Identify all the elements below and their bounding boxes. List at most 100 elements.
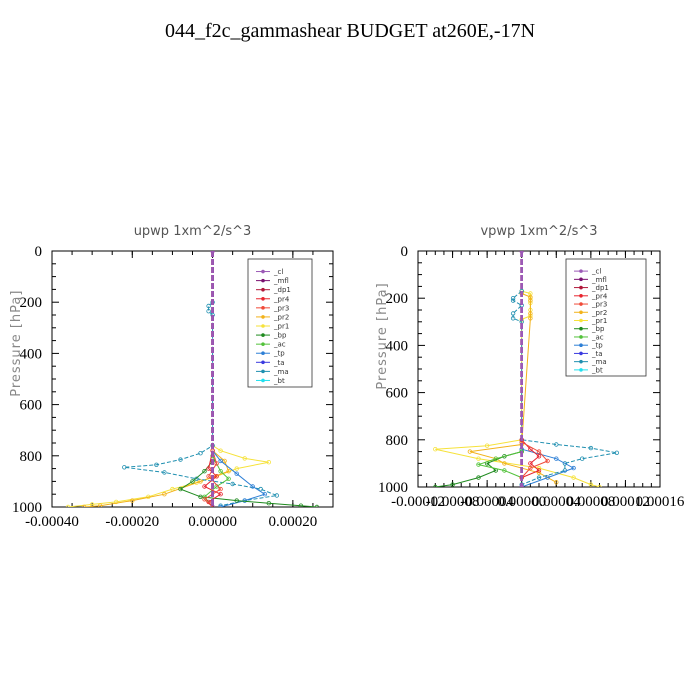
data-point-bp (202, 469, 207, 474)
series-line-ma (512, 290, 617, 486)
plot-area (65, 251, 320, 507)
legend-label: _pr4 (591, 292, 608, 300)
y-axis-label: Pressure [hPa] (375, 282, 390, 389)
data-point-cl (210, 504, 215, 507)
data-point-pr4 (214, 474, 219, 479)
data-point-ma (230, 481, 235, 487)
data-point-pr1 (242, 456, 247, 461)
legend-entry-ta: _ta (256, 359, 285, 367)
data-point-ma (258, 486, 263, 492)
data-point-bp (314, 504, 320, 507)
legend-label: _mfl (273, 277, 289, 285)
legend-entry-dp1: _dp1 (256, 286, 291, 294)
legend-label: _pr3 (591, 301, 607, 309)
legend-label: _bp (273, 332, 287, 340)
data-point-pr1 (571, 475, 576, 480)
series-line-pr2 (84, 450, 230, 507)
data-point-pr2 (226, 469, 231, 474)
data-point-ma (510, 298, 516, 303)
legend-label: _ma (591, 358, 607, 366)
legend-label: _bt (273, 377, 285, 385)
data-point-pr2 (528, 298, 533, 303)
legend: _cl_mfl_dp1_pr4_pr3_pr2_pr1_bp_ac_tp_ta_… (565, 258, 647, 377)
legend-entry-ta: _ta (574, 350, 603, 358)
data-point-ma (154, 462, 159, 467)
data-point-tp (262, 492, 267, 497)
data-point-ma (178, 457, 183, 462)
legend-entry-mfl: _mfl (256, 277, 289, 285)
data-point-pr3 (206, 474, 211, 479)
data-point-ma (588, 445, 594, 451)
series-line-pr3 (521, 441, 549, 478)
data-point-ac (493, 456, 498, 461)
legend-entry-ma: _ma (574, 358, 607, 366)
legend-entry-cl: _cl (256, 268, 283, 276)
data-point-ma (554, 442, 559, 447)
data-point-pr2 (502, 461, 507, 466)
data-point-ma (162, 470, 167, 475)
data-point-pr1 (113, 499, 119, 505)
data-point-pr1 (65, 504, 71, 507)
data-point-pr4 (218, 492, 223, 497)
legend-entry-tp: _tp (256, 350, 285, 358)
y-tick-label: 400 (20, 346, 43, 362)
data-point-cl (519, 251, 524, 254)
data-point-tp (242, 498, 247, 503)
legend-entry-pr3: _pr3 (256, 304, 289, 312)
data-point-ac (218, 469, 223, 474)
x-tick-label: -0.00008 (426, 494, 480, 510)
legend-entry-bp: _bp (574, 325, 605, 333)
data-point-pr1 (218, 448, 223, 453)
chart-panel-1: upwp 1xm^2/s^3 Pressure [hPa] 0 200 400 600 80… (9, 224, 334, 530)
data-point-pr4 (202, 484, 207, 489)
data-point-ma (510, 316, 516, 321)
x-tick-label: 0.00000 (188, 514, 237, 530)
legend-swatch-marker (261, 360, 265, 365)
legend-label: _pr2 (273, 313, 289, 321)
x-tick-label: 0.00004 (532, 494, 581, 510)
series-bp (433, 449, 524, 487)
legend-swatch-marker (579, 343, 583, 347)
legend-label: _dp1 (273, 286, 291, 294)
legend-label: _tp (591, 342, 603, 350)
legend-label: _bp (591, 325, 605, 333)
legend-label: _ac (273, 341, 286, 349)
legend-entry-ma: _ma (256, 368, 289, 376)
x-tick-label: 0.00008 (566, 494, 615, 510)
data-point-pr3 (202, 497, 207, 502)
data-point-bp (476, 475, 481, 480)
series-pr4 (519, 437, 542, 480)
legend-entry-bp: _bp (256, 332, 287, 340)
series-line-ac (476, 451, 522, 479)
data-point-tp (218, 458, 223, 464)
x-tick-label: -0.00020 (105, 514, 159, 530)
legend-swatch-marker (261, 378, 265, 383)
data-point-bp (190, 479, 195, 484)
legend-label: _pr3 (273, 304, 289, 312)
data-point-bp (178, 486, 183, 492)
legend-swatch-marker (579, 368, 583, 372)
legend-entry-bt: _bt (256, 377, 285, 385)
data-point-cl (210, 251, 215, 254)
data-point-pr1 (597, 484, 602, 487)
legend-swatch-marker (261, 296, 265, 301)
data-point-bp (266, 501, 271, 506)
data-point-pr3 (545, 458, 550, 464)
legend-swatch-marker (261, 269, 265, 274)
data-point-ac (476, 462, 481, 467)
y-tick-label: 800 (20, 449, 43, 465)
data-point-ma (218, 503, 223, 507)
x-tick-label: 0.00000 (497, 494, 546, 510)
data-point-tp (554, 456, 559, 461)
panel-title: vpwp 1xm^2/s^3 (480, 224, 597, 239)
data-point-tp (234, 471, 239, 476)
series-line-pr4 (203, 450, 222, 507)
legend-swatch-marker (261, 333, 265, 337)
legend-swatch-marker (579, 318, 583, 323)
series-line-tp (212, 450, 266, 507)
y-tick-label: 0 (401, 244, 409, 260)
legend-box (565, 258, 647, 377)
legend-label: _ta (591, 350, 603, 358)
data-point-ma (206, 303, 211, 309)
